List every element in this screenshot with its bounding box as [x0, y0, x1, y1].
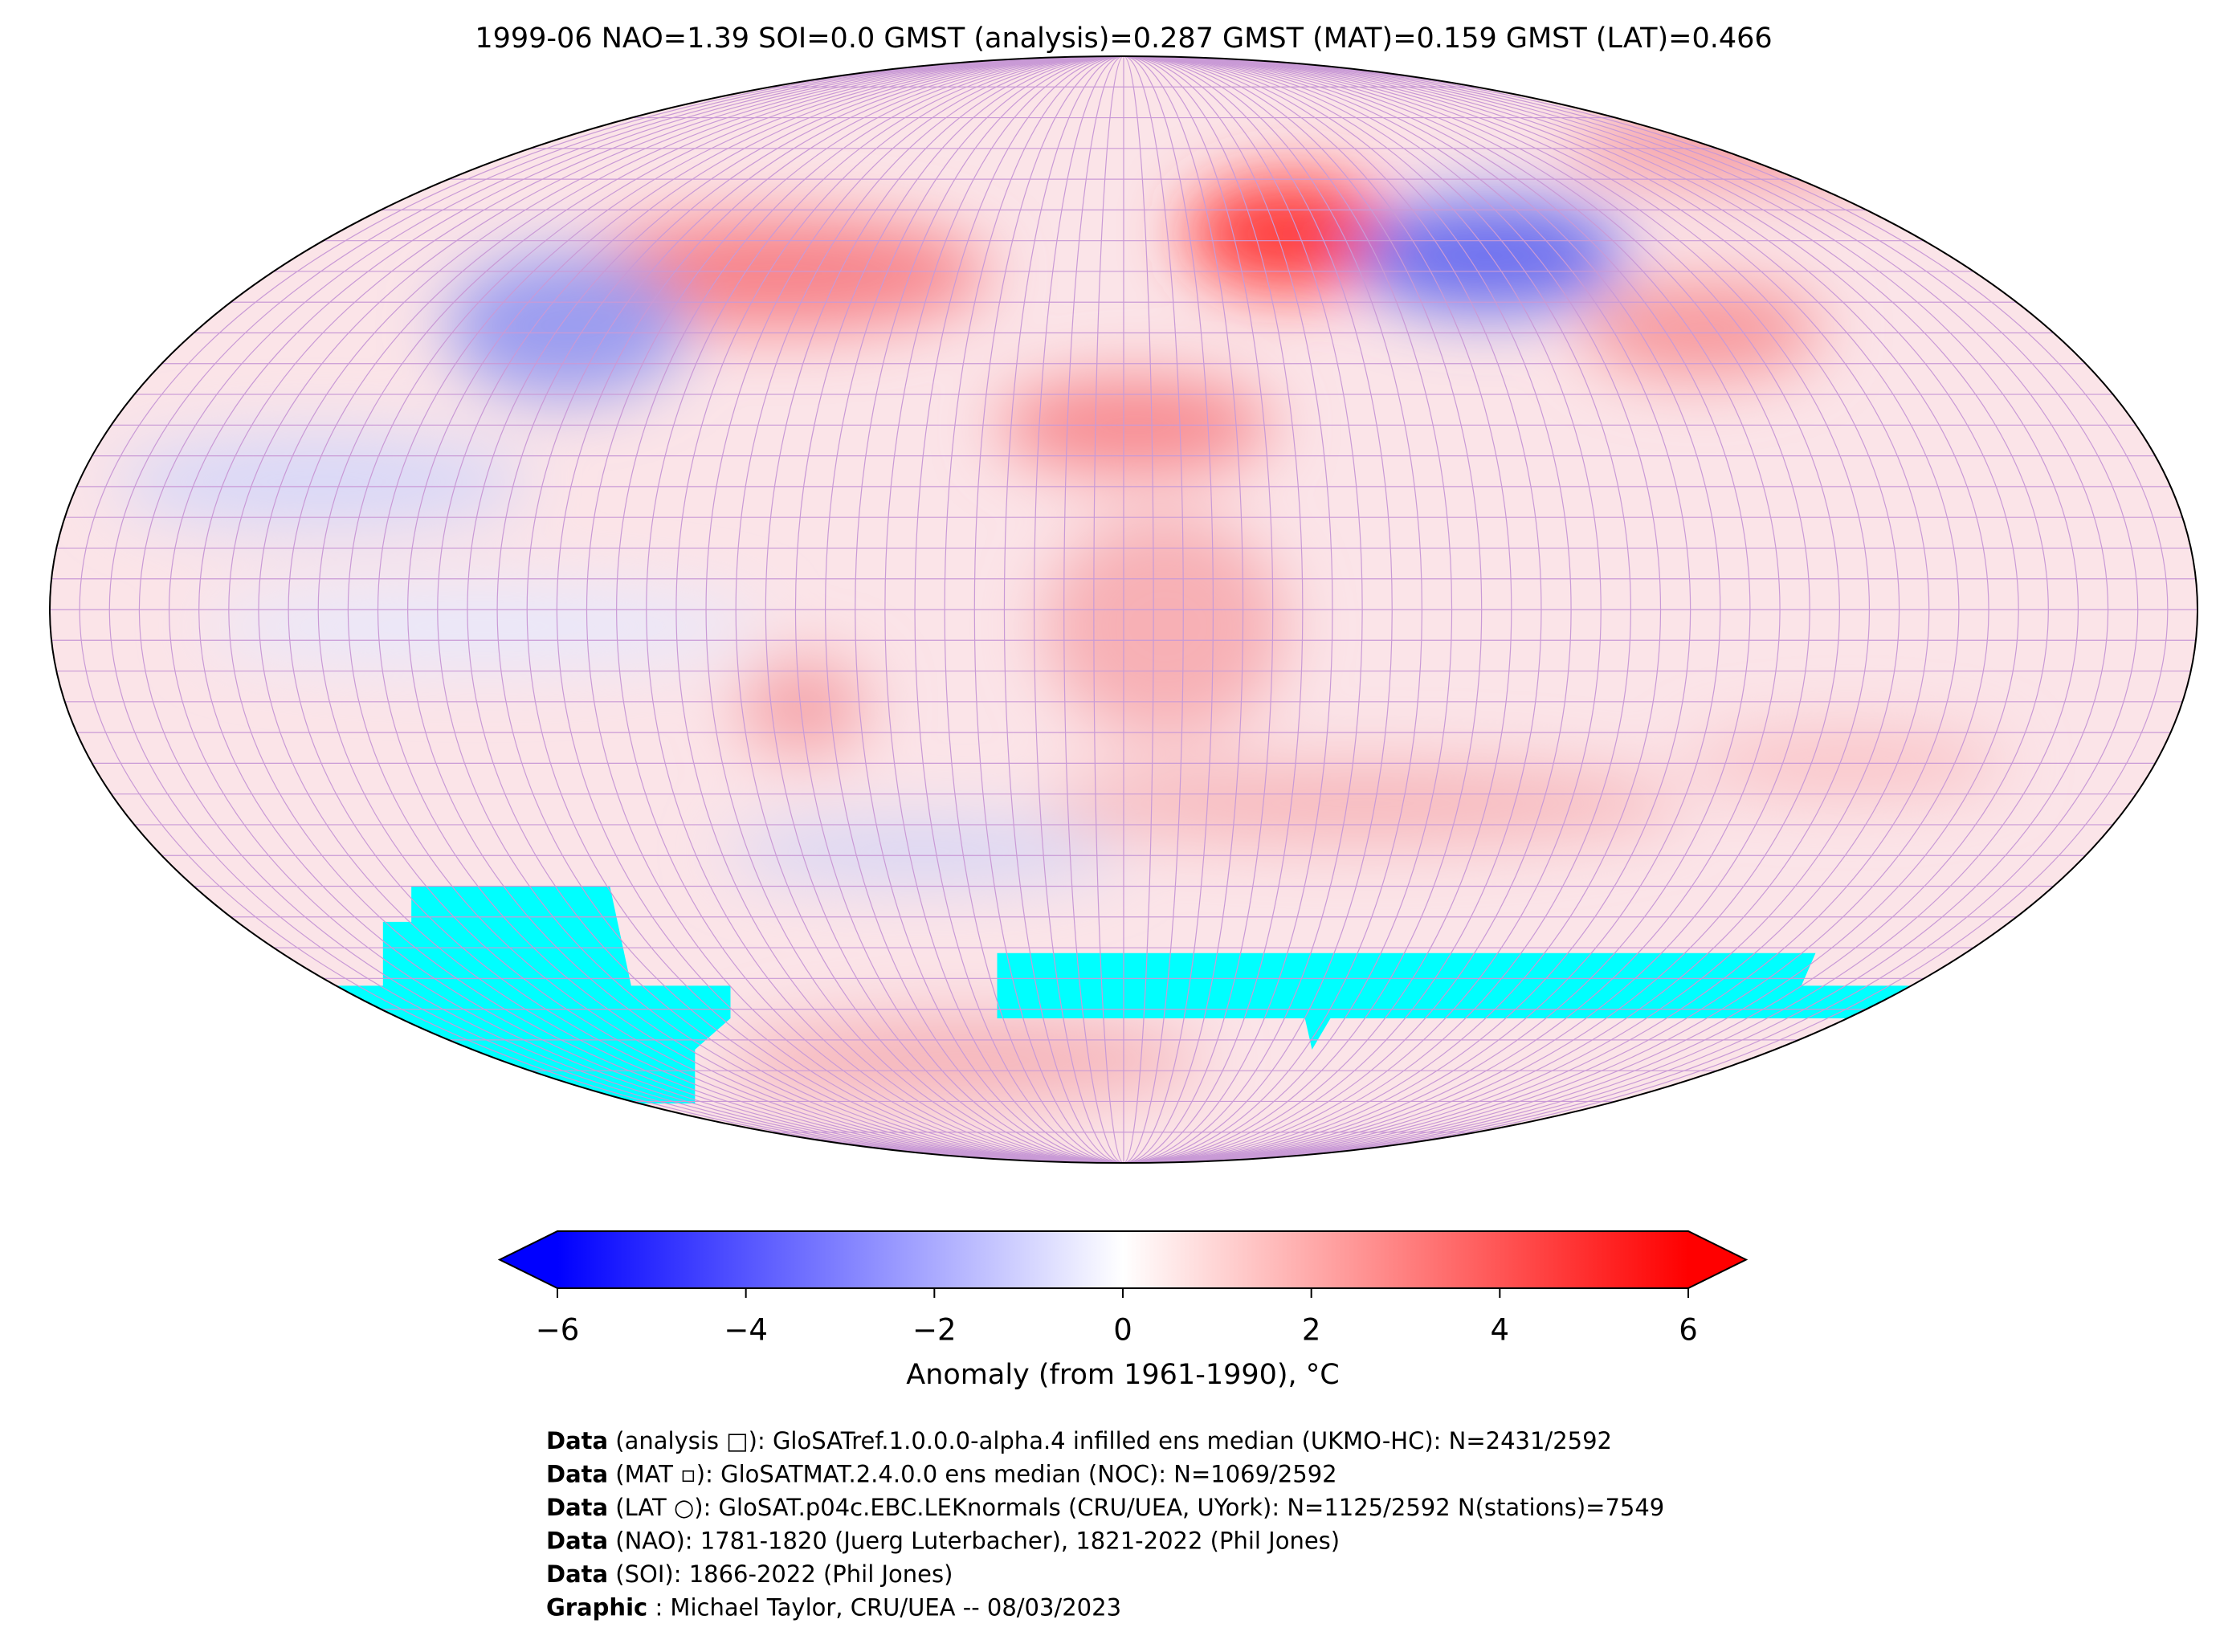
- meridian: [973, 56, 1274, 1163]
- credit-line: Data (SOI): 1866-2022 (Phil Jones): [546, 1560, 953, 1588]
- meridian: [437, 56, 1810, 1163]
- credit-label: Data: [546, 1427, 608, 1454]
- meridian: [317, 56, 1930, 1163]
- credit-line: Data (analysis □): GloSATref.1.0.0.0-alp…: [546, 1427, 1612, 1454]
- meridian: [765, 56, 1483, 1163]
- meridian: [258, 56, 1989, 1163]
- credit-line: Data (NAO): 1781-1820 (Juerg Luterbacher…: [546, 1528, 1340, 1555]
- credit-text: (SOI): 1866-2022 (Phil Jones): [615, 1560, 953, 1588]
- colorbar-tick-label: 0: [1113, 1313, 1132, 1348]
- meridian: [138, 56, 2109, 1163]
- meridian: [288, 56, 1960, 1163]
- meridian: [79, 56, 2169, 1163]
- meridian: [168, 56, 2079, 1163]
- credit-line: Data (LAT ○): GloSAT.p04c.EBC.LEKnormals…: [546, 1494, 1664, 1521]
- meridian: [347, 56, 1900, 1163]
- meridian: [467, 56, 1781, 1163]
- meridian: [944, 56, 1304, 1163]
- meridian: [616, 56, 1631, 1163]
- credit-label: Data: [546, 1560, 608, 1588]
- credit-text: (NAO): 1781-1820 (Juerg Luterbacher), 18…: [615, 1528, 1340, 1555]
- credit-text: (analysis □): GloSATref.1.0.0.0-alpha.4 …: [615, 1427, 1612, 1454]
- credit-text: : Michael Taylor, CRU/UEA -- 08/03/2023: [655, 1594, 1121, 1621]
- credit-label: Data: [546, 1528, 608, 1555]
- meridian: [1033, 56, 1214, 1163]
- meridian: [855, 56, 1393, 1163]
- credit-label: Data: [546, 1494, 608, 1521]
- meridian: [228, 56, 2019, 1163]
- meridian: [735, 56, 1512, 1163]
- meridian: [646, 56, 1602, 1163]
- colorbar-tick-label: 2: [1302, 1313, 1321, 1348]
- meridian: [884, 56, 1363, 1163]
- meridian: [377, 56, 1871, 1163]
- credit-text: (LAT ○): GloSAT.p04c.EBC.LEKnormals (CRU…: [615, 1494, 1664, 1521]
- map: [50, 56, 2197, 1163]
- colorbar-extend-high: [1688, 1231, 1746, 1288]
- colorbar-tick-label: −6: [536, 1313, 580, 1348]
- ice-patch: [997, 952, 1986, 1050]
- meridian: [914, 56, 1333, 1163]
- meridian: [825, 56, 1422, 1163]
- credit-label: Data: [546, 1461, 608, 1488]
- colorbar-extend-low: [500, 1231, 557, 1288]
- meridian: [586, 56, 1662, 1163]
- meridian: [198, 56, 2049, 1163]
- credit-label: Graphic: [546, 1594, 647, 1621]
- credits: Data (analysis □): GloSATref.1.0.0.0-alp…: [546, 1427, 1664, 1621]
- chart-title: 1999-06 NAO=1.39 SOI=0.0 GMST (analysis)…: [475, 22, 1772, 55]
- meridian: [794, 56, 1453, 1163]
- meridian: [675, 56, 1572, 1163]
- colorbar-tick-label: −4: [724, 1313, 768, 1348]
- colorbar-label: Anomaly (from 1961-1990), °C: [906, 1359, 1340, 1391]
- meridian: [108, 56, 2139, 1163]
- credit-line: Data (MAT ▫): GloSATMAT.2.4.0.0 ens medi…: [546, 1461, 1337, 1488]
- map-border: [49, 55, 2198, 1164]
- map-grid: [50, 56, 2197, 1163]
- meridian: [1093, 56, 1154, 1163]
- meridian: [526, 56, 1721, 1163]
- colorbar-tick-label: 4: [1491, 1313, 1510, 1348]
- meridian: [1003, 56, 1244, 1163]
- colorbar: −6 −4 −2 0 2 4 6 Anomaly (from 1961-1990), °C: [497, 1230, 1749, 1391]
- colorbar-tick-label: −2: [912, 1313, 957, 1348]
- meridian: [556, 56, 1691, 1163]
- credit-line: Graphic : Michael Taylor, CRU/UEA -- 08/…: [546, 1594, 1121, 1621]
- colorbar-gradient: [557, 1231, 1688, 1288]
- credit-text: (MAT ▫): GloSATMAT.2.4.0.0 ens median (N…: [615, 1461, 1336, 1488]
- meridian: [407, 56, 1840, 1163]
- meridian: [496, 56, 1751, 1163]
- meridian: [1063, 56, 1184, 1163]
- colorbar-tick-label: 6: [1679, 1313, 1698, 1348]
- meridian: [705, 56, 1542, 1163]
